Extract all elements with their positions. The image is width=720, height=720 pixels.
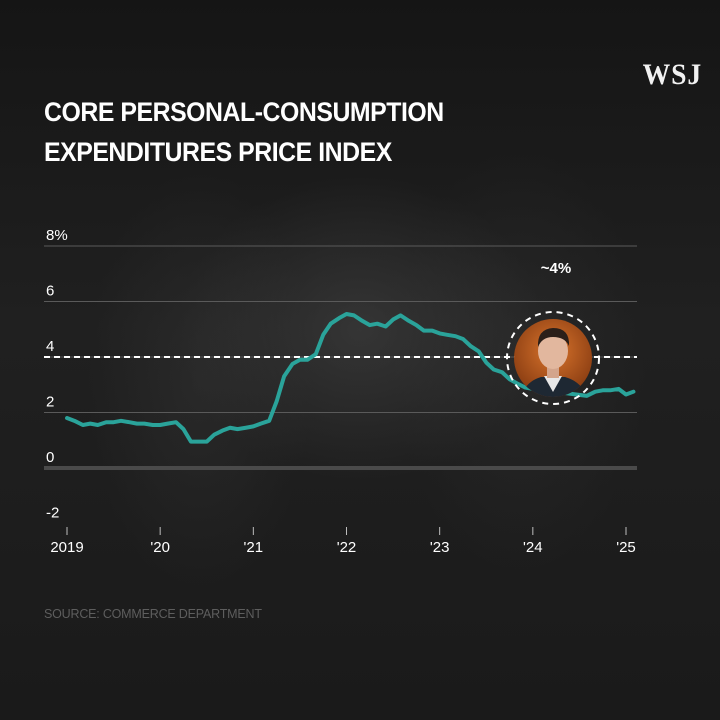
portrait-shirt [544,376,562,392]
x-tick-label: '23 [430,539,450,556]
y-tick-label: 2 [46,394,54,411]
portrait-dashed-ring [506,311,600,405]
y-axis-tick-labels: 8% 6 4 2 0 -2 [46,227,68,522]
wsj-logo: WSJ [642,58,703,91]
data-points [66,313,634,442]
core-pce-series-line [65,311,636,444]
x-tick-label: '21 [244,539,264,556]
x-tick-label: 2019 [50,539,83,556]
x-tick-label: '20 [150,539,170,556]
portrait-face [538,333,568,369]
source-note: SOURCE: COMMERCE DEPARTMENT [44,607,262,621]
portrait-hair [537,328,570,347]
y-tick-label: 0 [46,449,54,466]
annotation-label: ~4% [541,260,571,277]
chart-title-line-2: EXPENDITURES PRICE INDEX [44,137,392,167]
annotation-portrait [506,311,600,405]
x-tick-label: '24 [523,539,543,556]
chart-title-line-1: CORE PERSONAL-CONSUMPTION [44,97,444,127]
y-tick-label: -2 [46,505,59,522]
x-axis-ticks: 2019 '20 '21 '22 '23 '24 '25 [50,527,636,556]
y-tick-label: 4 [46,338,54,355]
chart-title: CORE PERSONAL-CONSUMPTION EXPENDITURES P… [44,92,564,172]
x-tick-label: '25 [616,539,636,556]
y-tick-label: 6 [46,283,54,300]
x-tick-label: '22 [337,539,357,556]
y-tick-label: 8% [46,227,68,244]
